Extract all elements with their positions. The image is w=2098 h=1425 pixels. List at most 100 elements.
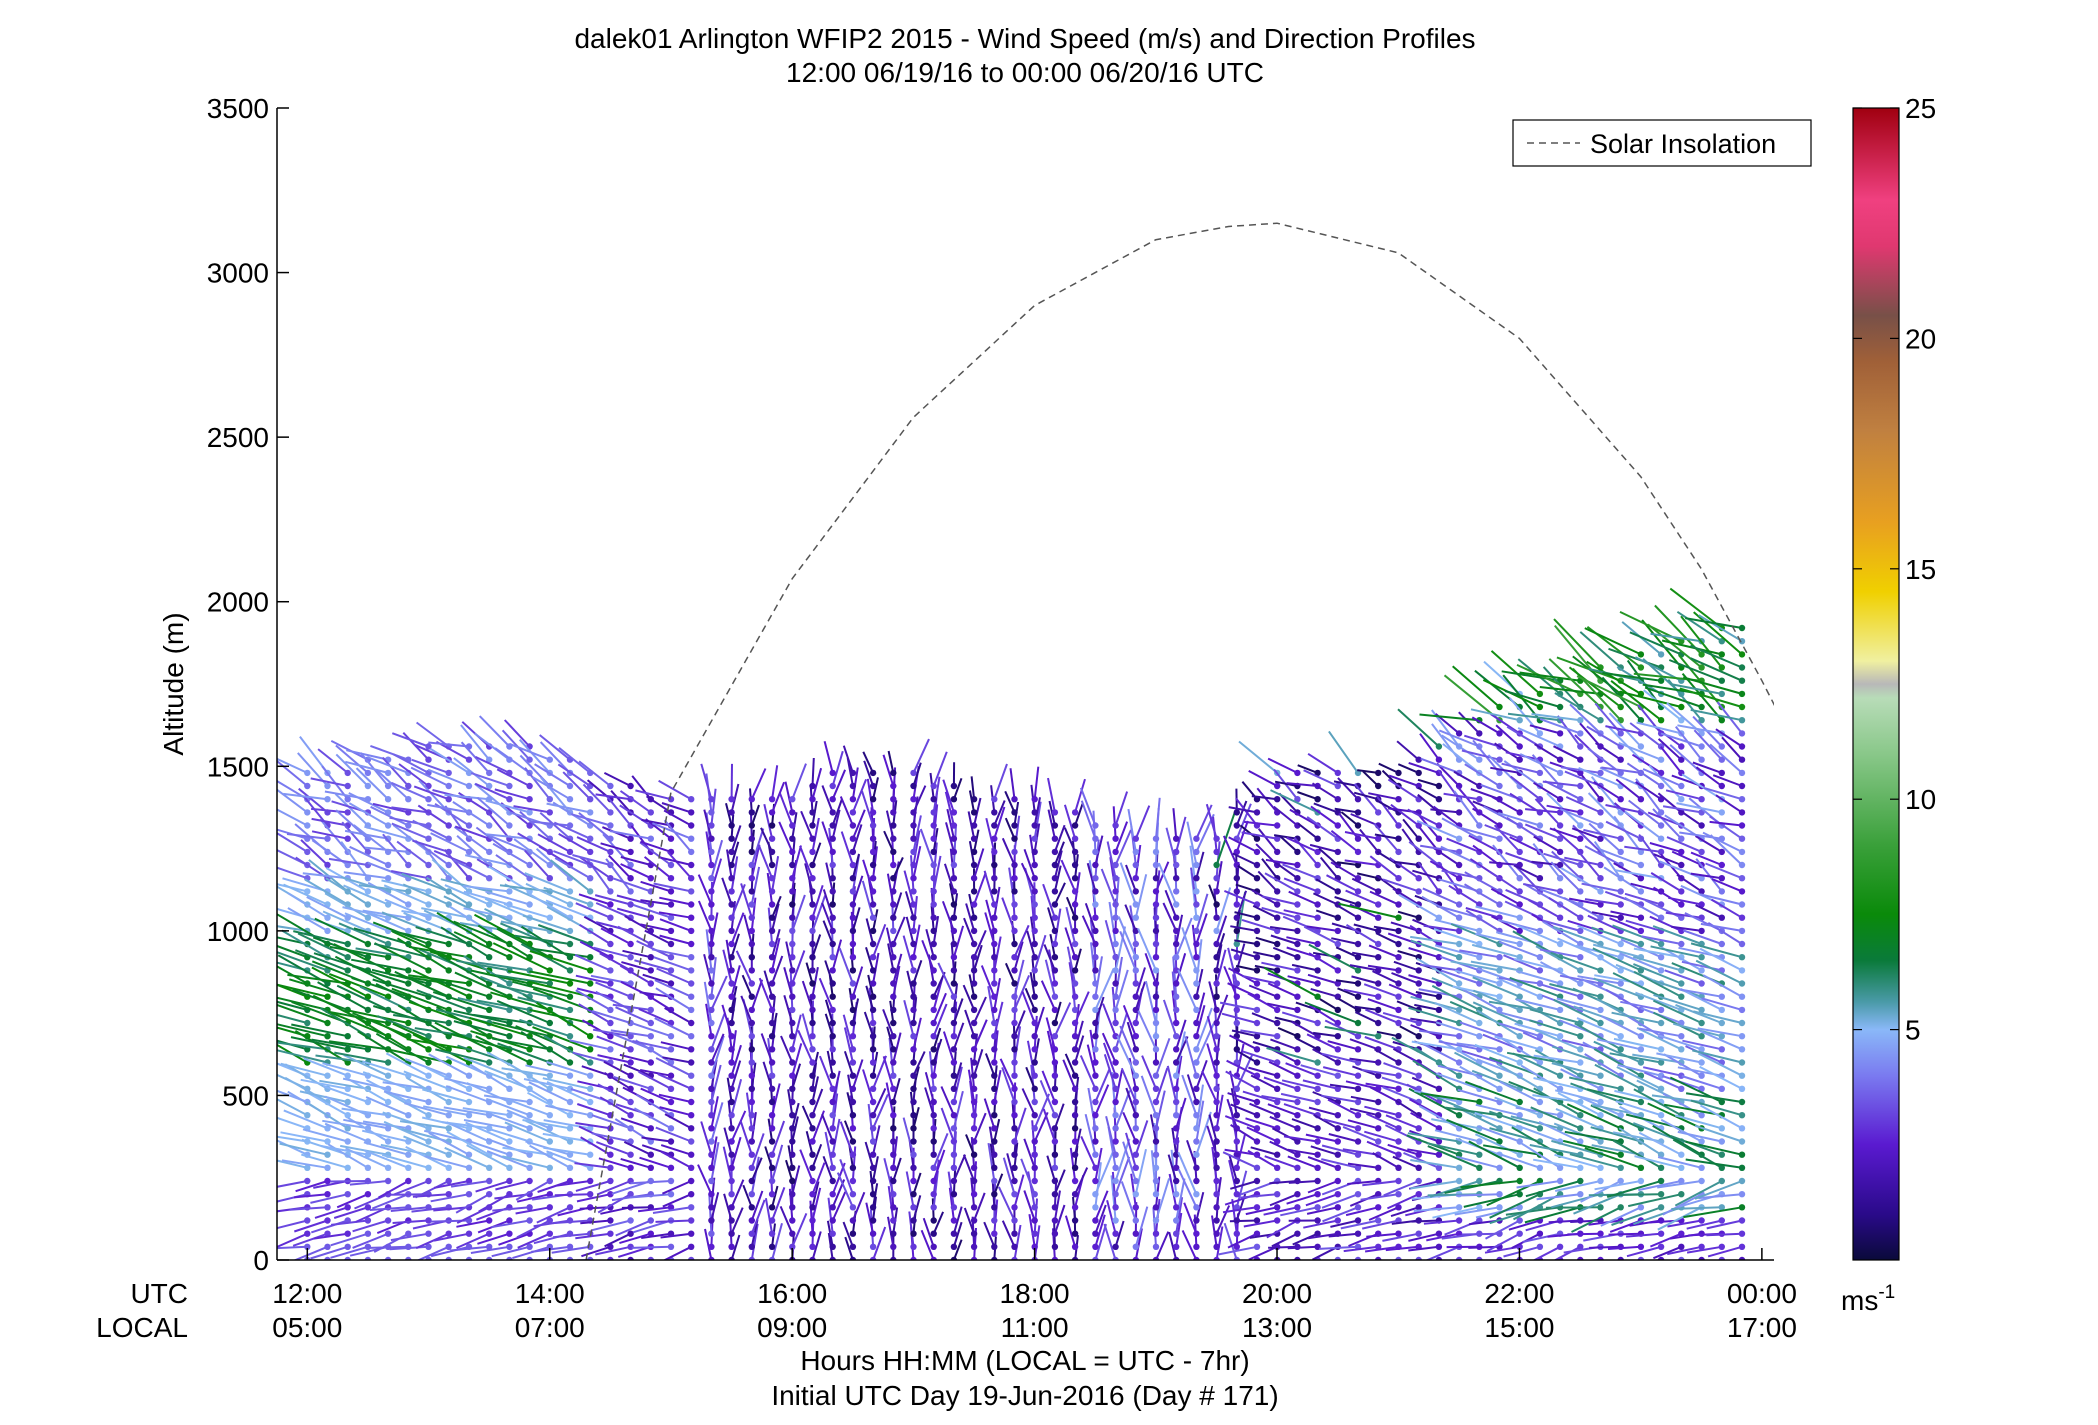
- wind-barb-dot: [1253, 1125, 1261, 1132]
- wind-barb-shaft: [908, 1211, 915, 1247]
- wind-barb-dot: [1051, 1006, 1059, 1014]
- wind-barb-dot: [849, 980, 857, 987]
- wind-barb-dot: [587, 796, 594, 803]
- wind-barb-dot: [1173, 993, 1180, 1000]
- wind-barb-shaft: [1373, 925, 1399, 932]
- wind-barb-dot: [1274, 848, 1281, 856]
- wind-barb-shaft: [640, 840, 672, 853]
- wind-barb-shaft: [639, 1156, 672, 1169]
- wind-barb-dot: [1294, 954, 1301, 961]
- wind-barb-dot: [1415, 1072, 1422, 1079]
- wind-barb-dot: [1213, 1019, 1220, 1027]
- wind-barb-dot: [667, 1164, 675, 1172]
- wind-barb-shaft: [1238, 740, 1278, 774]
- wind-barb-dot: [708, 1059, 715, 1066]
- wind-barb-shaft: [506, 1109, 551, 1130]
- wind-barb-dot: [789, 861, 796, 869]
- plot-area: [276, 108, 1774, 1261]
- wind-barb-dot: [688, 1046, 695, 1053]
- wind-barb-shaft: [477, 1232, 510, 1245]
- wind-barb-dot: [566, 1204, 574, 1211]
- wind-barb-shaft: [1228, 806, 1258, 814]
- wind-barb-dot: [1011, 848, 1018, 856]
- wind-barb-dot: [506, 782, 513, 790]
- wind-barb-shaft: [557, 763, 591, 787]
- wind-barb-dot: [587, 1112, 594, 1119]
- wind-barb-dot: [970, 1033, 978, 1040]
- wind-barb-shaft: [417, 804, 450, 827]
- wind-barb-dot: [1395, 901, 1402, 908]
- wind-barb-dot: [405, 796, 412, 803]
- wind-barb-dot: [667, 1177, 675, 1185]
- wind-barb-shaft: [383, 1120, 429, 1143]
- wind-barb-dot: [1395, 1138, 1402, 1145]
- wind-barb-shaft: [1013, 924, 1030, 958]
- wind-barb-dot: [384, 1072, 392, 1079]
- wind-barb-shaft: [1274, 780, 1298, 787]
- wind-barb-dot: [1031, 835, 1038, 842]
- wind-barb-shaft: [1286, 1193, 1318, 1205]
- wind-barb-dot: [1395, 1191, 1402, 1198]
- wind-barb-shaft: [905, 1171, 915, 1208]
- wind-barb-shaft: [1033, 1093, 1051, 1129]
- wind-barb-shaft: [1295, 1037, 1319, 1051]
- wind-barb-shaft: [631, 1245, 672, 1249]
- wind-barb-shaft: [1529, 724, 1561, 735]
- wind-barb-shaft: [750, 1133, 765, 1169]
- wind-barb-shaft: [1252, 951, 1278, 959]
- wind-barb-shaft: [1456, 1193, 1500, 1197]
- wind-barb-dot: [1011, 1243, 1018, 1251]
- wind-barb-dot: [930, 1164, 937, 1172]
- wind-barb-dot: [1536, 822, 1544, 829]
- wind-barb-shaft: [1328, 730, 1359, 774]
- wind-barb-dot: [384, 1138, 392, 1145]
- wind-barb-dot: [708, 1243, 715, 1251]
- wind-barb-dot: [768, 1033, 776, 1040]
- wind-barb-shaft: [1195, 1059, 1208, 1090]
- wind-barb-shaft: [398, 763, 430, 787]
- wind-barb-dot: [1577, 782, 1584, 790]
- wind-barb-shaft: [450, 1033, 510, 1051]
- wind-barb-dot: [425, 835, 432, 842]
- wind-barb-shaft: [1580, 1180, 1622, 1203]
- wind-barb-dot: [1051, 1217, 1059, 1224]
- wind-barb-dot: [768, 914, 776, 921]
- wind-barb-shaft: [1168, 1173, 1178, 1208]
- wind-barb-shaft: [1408, 974, 1440, 985]
- wind-barb-dot: [688, 1006, 695, 1014]
- wind-barb-shaft: [277, 1043, 308, 1064]
- wind-barb-shaft: [1281, 1011, 1318, 1024]
- wind-barb-shaft: [842, 745, 854, 774]
- wind-barb-shaft: [791, 894, 806, 932]
- wind-barb-shaft: [1226, 1098, 1238, 1129]
- wind-barb-shaft: [361, 1129, 409, 1143]
- wind-barb-shaft: [1134, 1228, 1143, 1260]
- wind-barb-dot: [1071, 1217, 1079, 1224]
- wind-barb-shaft: [703, 981, 713, 1024]
- wind-barb-shaft: [865, 985, 875, 1011]
- wind-barb-dot: [1152, 967, 1160, 974]
- wind-barb-dot: [1173, 1217, 1180, 1224]
- wind-barb-dot: [425, 756, 432, 763]
- wind-barb-shaft: [1245, 1117, 1278, 1130]
- wind-barb-dot: [324, 1230, 331, 1237]
- wind-barb-shaft: [513, 805, 550, 814]
- wind-barb-shaft: [550, 859, 591, 893]
- wind-barb-shaft: [655, 1219, 692, 1223]
- wind-barb-dot: [1193, 1033, 1200, 1040]
- wind-barb-shaft: [452, 858, 490, 880]
- wind-barb-dot: [1193, 1138, 1200, 1145]
- wind-barb-shaft: [730, 1044, 742, 1076]
- wind-barb-dot: [809, 927, 816, 935]
- wind-barb-dot: [1173, 888, 1180, 895]
- wind-barb-shaft: [643, 991, 672, 1011]
- wind-barb-dot: [1476, 1033, 1483, 1040]
- wind-barb-shaft: [1307, 1232, 1338, 1240]
- wind-barb-shaft: [603, 772, 632, 787]
- wind-barb-dot: [748, 1256, 755, 1260]
- wind-barb-shaft: [426, 876, 470, 906]
- wind-barb-dot: [304, 1019, 311, 1027]
- wind-barb-shaft: [348, 802, 389, 827]
- wind-barb-shaft: [492, 842, 531, 866]
- wind-barb-dot: [1112, 914, 1119, 921]
